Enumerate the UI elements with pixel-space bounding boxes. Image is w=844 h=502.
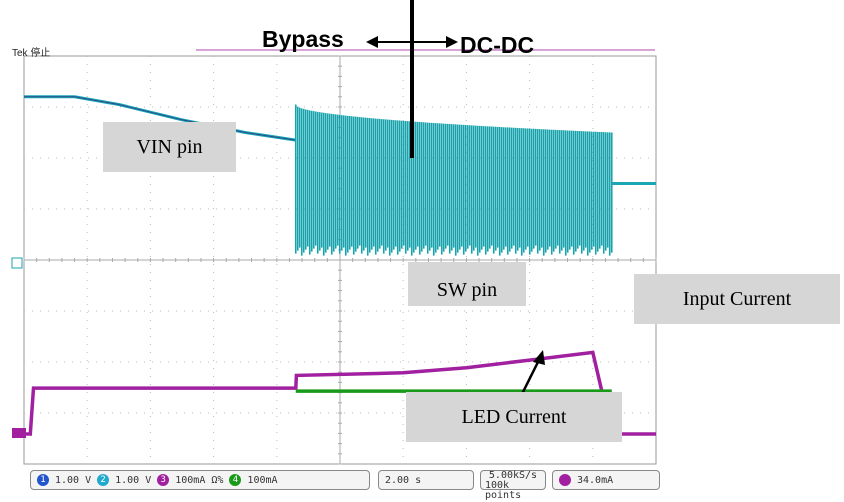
sample-rate: 5.00kS/s <box>488 470 538 481</box>
scope-tag: Tek 停止 <box>12 48 51 59</box>
bypass-label: Bypass <box>262 26 344 52</box>
trigger-box: 34.0mA <box>552 470 660 490</box>
ch3-badge: 3 <box>157 474 170 486</box>
mode-arrow-right <box>446 36 458 48</box>
record-length: 100k points <box>485 480 522 501</box>
ch2-ground-marker <box>11 257 23 269</box>
input-current-label: Input Current <box>634 274 840 324</box>
timebase-value: 2.00 s <box>385 474 422 486</box>
timebase-box: 2.00 s <box>378 470 474 490</box>
led-current-label: LED Current <box>406 392 622 442</box>
vin-pin-label: VIN pin <box>103 122 236 172</box>
ch1-badge: 1 <box>37 474 49 486</box>
ch4-scale: 100mA <box>247 474 278 486</box>
mode-arrow-left <box>366 36 378 48</box>
led-pointer-arrow <box>520 357 542 395</box>
dcdc-label: DC-DC <box>460 32 535 58</box>
ch3-ground-marker <box>12 428 26 438</box>
vin-trace-dark <box>24 96 296 141</box>
channel-status: 1 1.00 V 2 1.00 V 3 100mA Ω% 4 100mA <box>30 470 370 490</box>
ch2-scale: 1.00 V <box>115 474 152 486</box>
ch1-scale: 1.00 V <box>55 474 92 486</box>
ch3-scale: 100mA Ω% <box>175 474 224 486</box>
led-pointer-head <box>533 350 545 365</box>
ch2-badge: 2 <box>97 474 110 486</box>
trigger-level: 34.0mA <box>577 474 614 486</box>
trigger-channel-badge <box>559 474 571 486</box>
ch4-badge: 4 <box>229 474 242 486</box>
sw-pin-label: SW pin <box>408 262 526 306</box>
input-current-trace <box>24 350 656 436</box>
rate-box: 5.00kS/s 100k points <box>480 470 546 501</box>
